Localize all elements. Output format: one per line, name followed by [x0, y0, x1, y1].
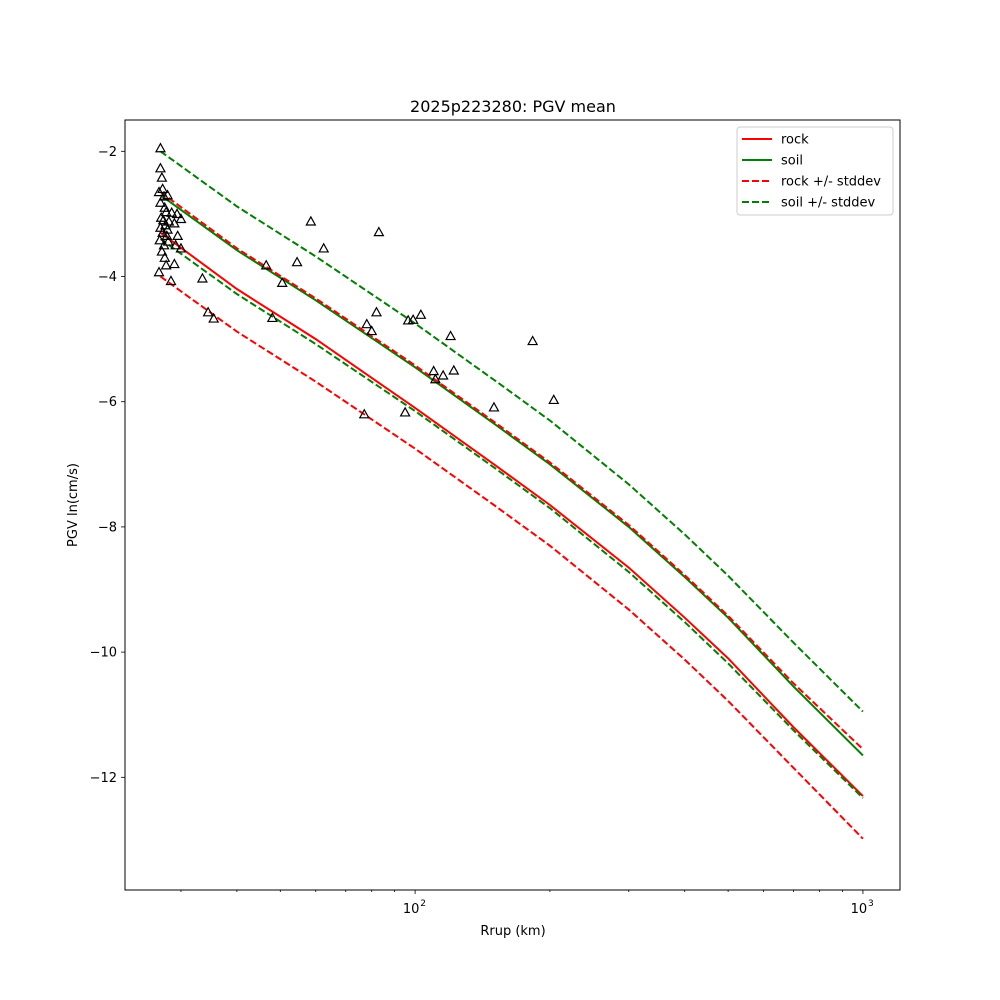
- observation-point: [153, 266, 165, 277]
- y-tick-label: −10: [90, 646, 117, 661]
- chart-title: 2025p223280: PGV mean: [410, 97, 616, 116]
- observation-point: [166, 206, 178, 217]
- observation-point: [276, 277, 288, 287]
- observation-point: [172, 230, 184, 241]
- observation-point: [305, 215, 317, 226]
- observation-point: [154, 234, 166, 245]
- y-axis-label: PGV ln(cm/s): [66, 463, 81, 547]
- observation-point: [156, 171, 168, 182]
- observation-point: [318, 242, 330, 253]
- series-line-5: [159, 238, 864, 799]
- y-tick-label: −4: [98, 270, 117, 285]
- observation-point: [266, 312, 278, 323]
- observation-point: [373, 226, 385, 237]
- observation-point: [361, 318, 373, 329]
- observation-point: [548, 394, 560, 405]
- observation-point: [170, 239, 182, 250]
- observation-point: [163, 215, 175, 226]
- observation-point: [158, 190, 170, 201]
- legend-label-3: soil +/- stddev: [781, 196, 876, 211]
- series-line-2: [159, 191, 864, 750]
- observation-point: [358, 408, 370, 419]
- observation-point: [202, 306, 214, 317]
- observation-point: [407, 313, 419, 324]
- observation-point: [162, 189, 174, 200]
- observation-point: [448, 364, 460, 375]
- observation-point: [165, 275, 177, 286]
- legend-box: [736, 126, 894, 216]
- observation-point: [399, 406, 411, 417]
- x-tick-exponent: 3: [868, 899, 874, 909]
- observation-point: [168, 217, 180, 228]
- observation-point: [445, 330, 457, 341]
- legend-label-2: rock +/- stddev: [781, 175, 881, 190]
- observation-point: [154, 162, 166, 173]
- legend: rock soil rock +/- stddev soil +/- stddev: [736, 126, 894, 216]
- plot-frame: [124, 119, 901, 891]
- observation-point: [154, 142, 166, 153]
- legend-label-1: soil: [781, 154, 803, 169]
- observation-point: [291, 256, 303, 267]
- series-line-3: [159, 275, 864, 840]
- series-lines: [159, 150, 864, 840]
- x-tick-exponent: 2: [420, 899, 426, 909]
- observation-point: [171, 208, 183, 219]
- legend-label-0: rock: [781, 133, 809, 148]
- x-axis-ticks: 10 2 10 3: [180, 890, 874, 917]
- observation-point: [157, 183, 169, 194]
- observation-point: [160, 259, 172, 270]
- observation-point: [159, 251, 171, 262]
- observation-point: [527, 335, 539, 346]
- observation-point: [160, 206, 172, 217]
- y-tick-label: −2: [98, 145, 117, 160]
- y-tick-label: −6: [98, 395, 117, 410]
- observation-point: [366, 325, 378, 336]
- x-axis-label: Rrup (km): [480, 924, 545, 939]
- observation-markers: [153, 142, 560, 419]
- observation-point: [260, 259, 272, 270]
- observation-point: [437, 369, 449, 380]
- observation-point: [154, 196, 166, 207]
- observation-point: [162, 235, 174, 246]
- observation-point: [175, 213, 187, 224]
- y-tick-label: −12: [90, 771, 117, 786]
- observation-point: [208, 312, 220, 323]
- series-line-0: [159, 231, 864, 797]
- observation-point: [175, 242, 187, 253]
- observation-point: [157, 226, 169, 237]
- observation-point: [156, 245, 168, 256]
- x-tick-label: 10: [403, 902, 420, 917]
- observation-point: [196, 272, 208, 283]
- observation-point: [168, 258, 180, 269]
- observation-point: [415, 308, 427, 319]
- y-axis-ticks: −2 −4 −6 −8 −10 −12: [90, 145, 125, 786]
- observation-point: [429, 373, 441, 384]
- observation-point: [370, 306, 383, 317]
- series-line-1: [159, 194, 864, 757]
- y-tick-label: −8: [98, 520, 117, 535]
- observation-point: [158, 239, 170, 250]
- x-tick-label: 10: [851, 902, 868, 917]
- series-line-4: [159, 150, 864, 713]
- observation-point: [153, 186, 165, 197]
- observation-point: [428, 365, 440, 376]
- observation-point: [488, 401, 500, 412]
- observation-point: [155, 211, 167, 222]
